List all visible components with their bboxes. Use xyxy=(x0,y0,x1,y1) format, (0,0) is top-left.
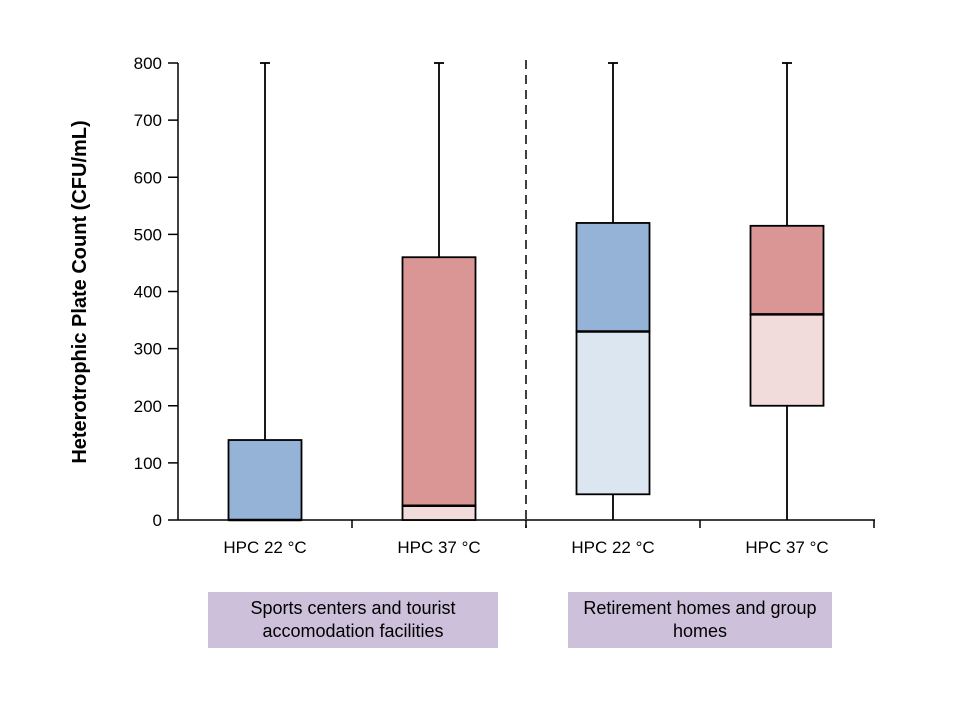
y-tick-label: 800 xyxy=(134,54,162,73)
box-upper-segment-2 xyxy=(575,222,651,333)
x-category-label: HPC 37 °C xyxy=(397,538,480,557)
box-upper-segment-3 xyxy=(749,224,825,316)
group-label-retirement: Retirement homes and group homes xyxy=(568,592,832,649)
y-tick-label: 600 xyxy=(134,168,162,187)
y-tick-label: 700 xyxy=(134,111,162,130)
y-tick-label: 0 xyxy=(153,511,162,530)
box-upper-segment-0 xyxy=(227,439,303,521)
box-lower-segment-3 xyxy=(749,313,825,407)
x-category-label: HPC 22 °C xyxy=(571,538,654,557)
x-category-label: HPC 37 °C xyxy=(745,538,828,557)
x-category-label: HPC 22 °C xyxy=(223,538,306,557)
y-tick-label: 500 xyxy=(134,225,162,244)
box-lower-segment-2 xyxy=(575,330,651,496)
group-label-sports: Sports centers and tourist accomodation … xyxy=(208,592,498,649)
y-tick-label: 400 xyxy=(134,283,162,302)
y-tick-label: 200 xyxy=(134,397,162,416)
box-upper-segment-1 xyxy=(401,256,477,507)
box-lower-segment-1 xyxy=(401,504,477,521)
y-tick-label: 300 xyxy=(134,340,162,359)
y-tick-label: 100 xyxy=(134,454,162,473)
